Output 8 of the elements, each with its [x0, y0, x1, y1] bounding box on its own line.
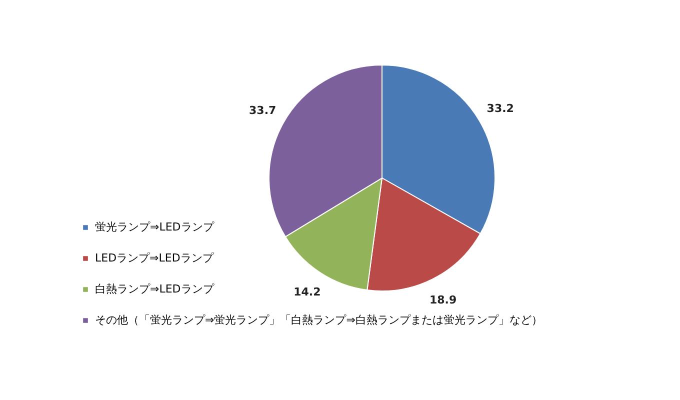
legend-label: 白熱ランプ⇒LEDランプ	[95, 282, 215, 296]
data-label: 33.2	[486, 102, 514, 116]
data-label: 33.7	[249, 104, 276, 117]
legend-label: その他（「蛍光ランプ⇒蛍光ランプ」「白熱ランプ⇒白熱ランプまたは蛍光ランプ」など）	[95, 314, 542, 326]
legend-label: LEDランプ⇒LEDランプ	[95, 252, 214, 264]
legend-label: 蛍光ランプ⇒LEDランプ	[95, 220, 215, 234]
data-label: 14.2	[294, 286, 321, 299]
data-label: 18.9	[429, 294, 457, 307]
